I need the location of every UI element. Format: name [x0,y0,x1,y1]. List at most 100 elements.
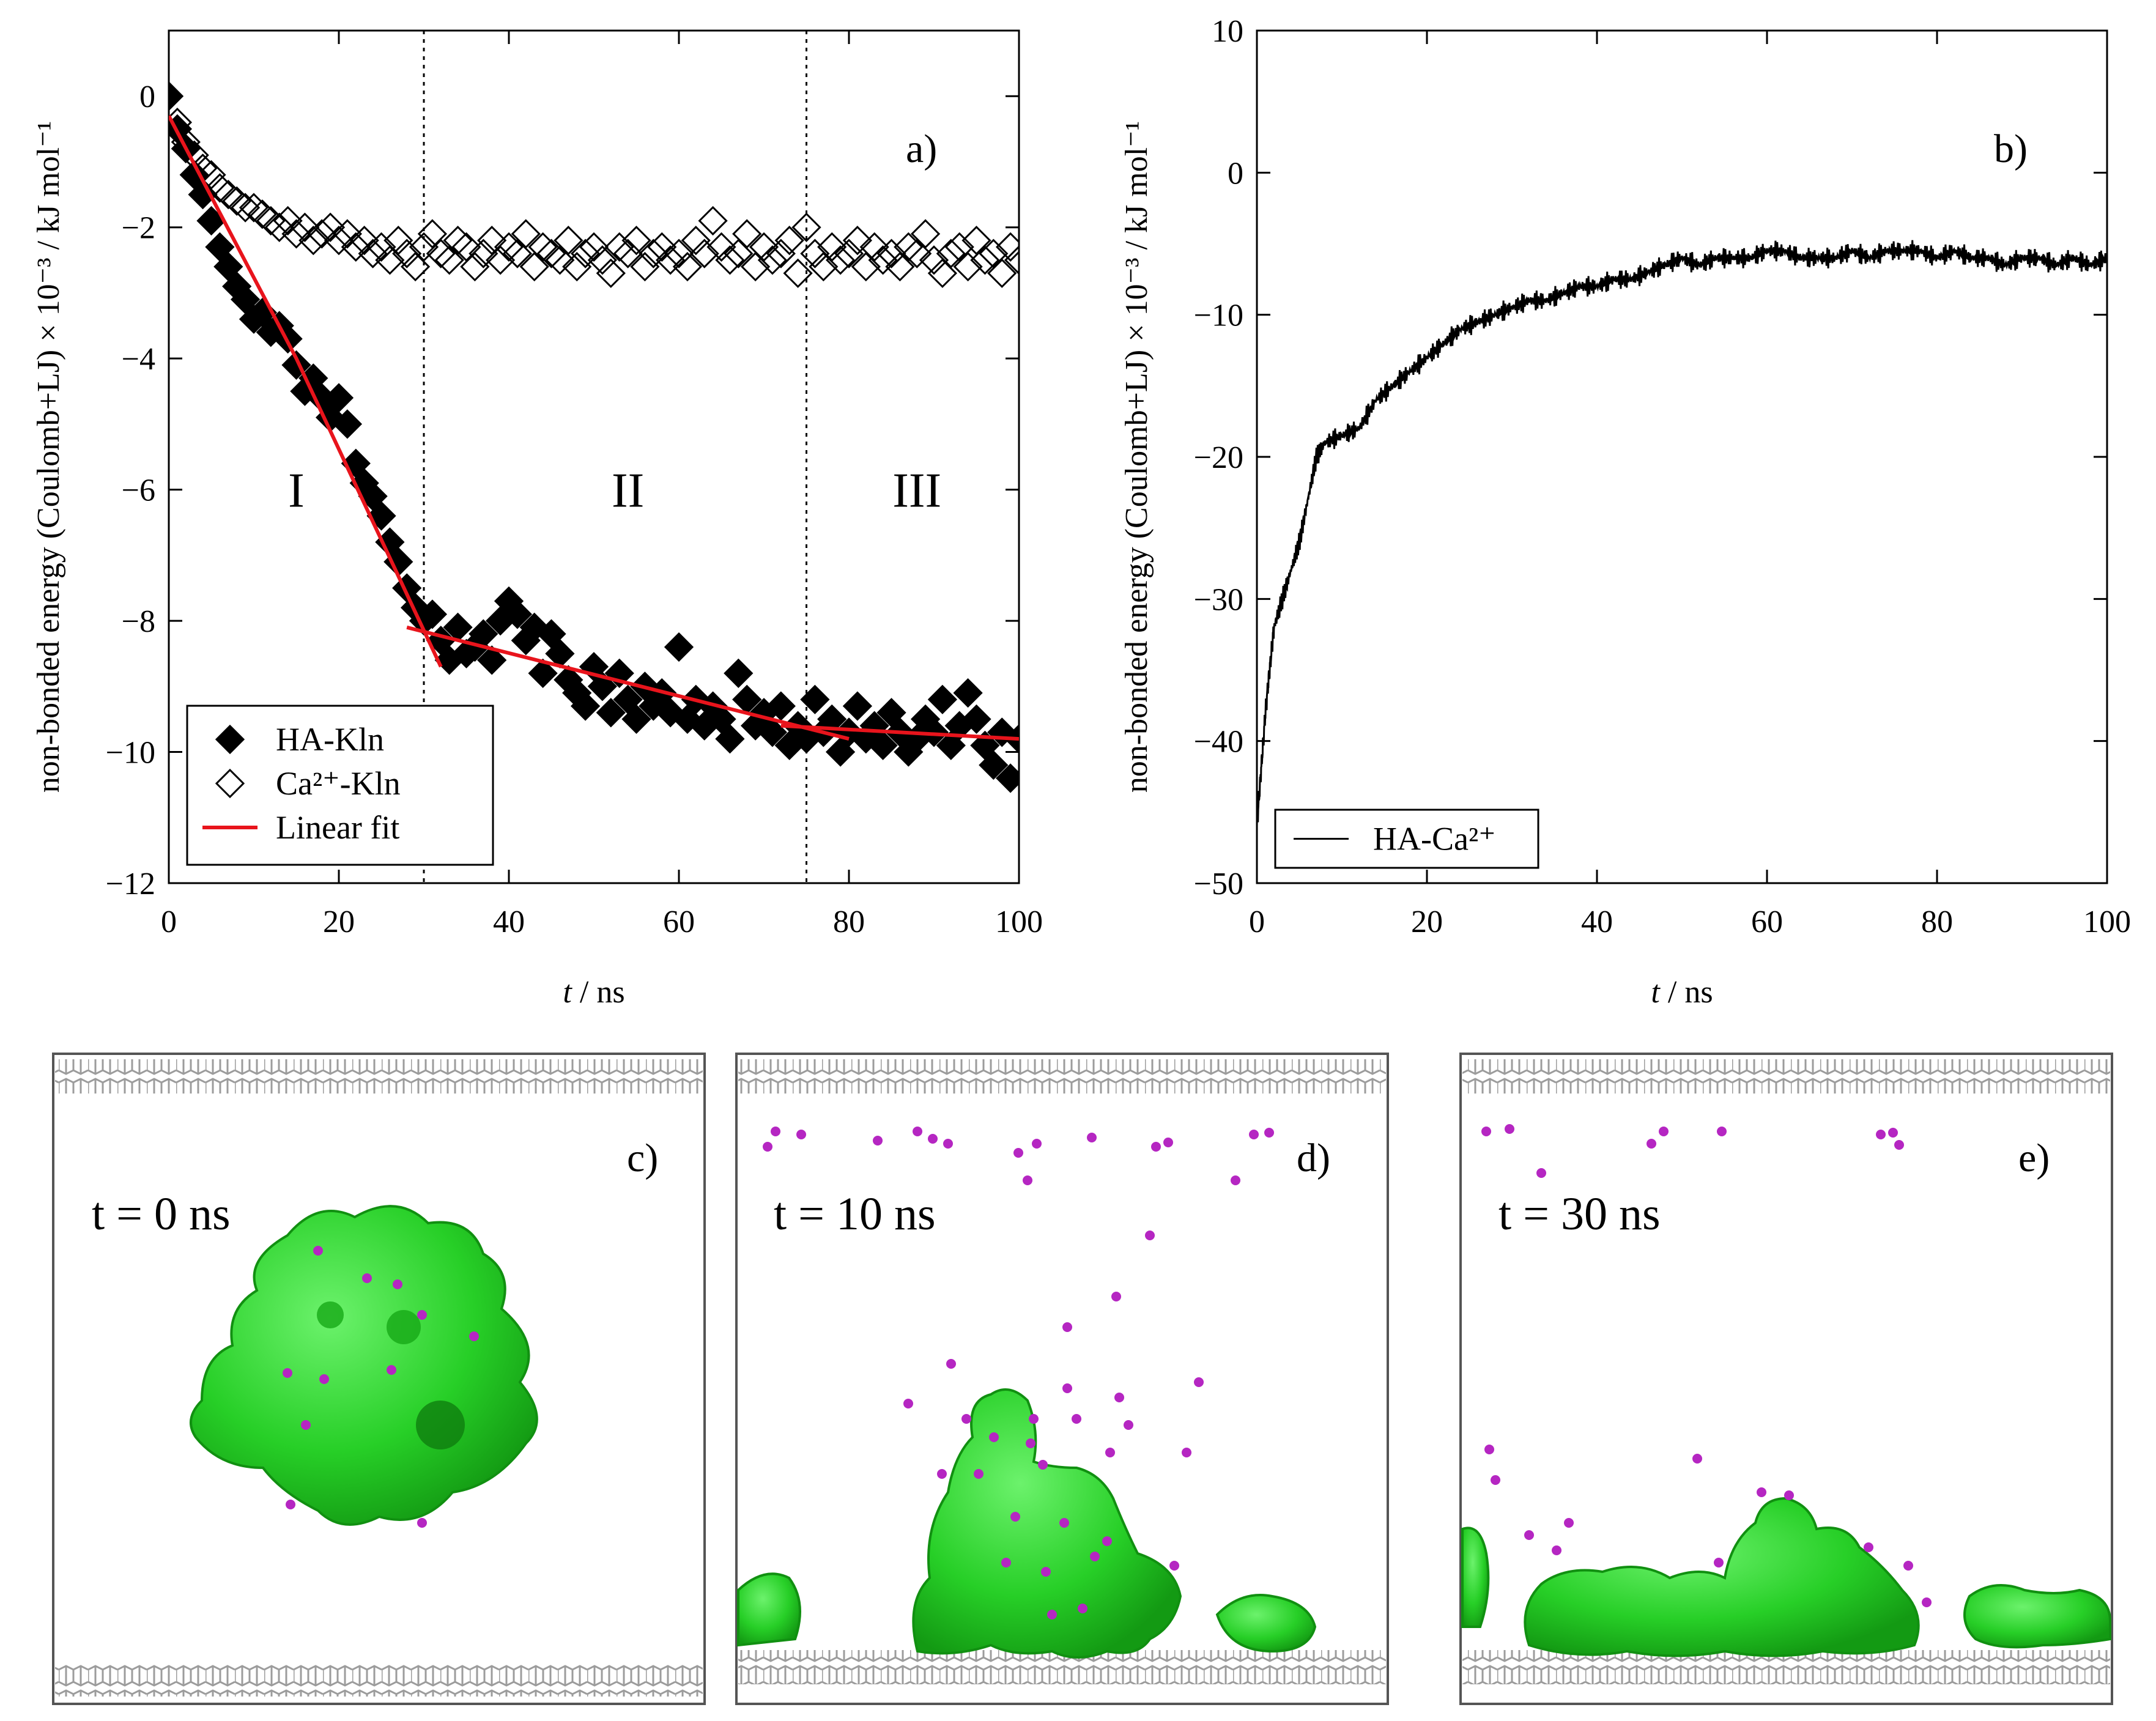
y-tick-label: −12 [106,867,155,901]
x-tick-label: 60 [1751,905,1783,939]
data-point [477,645,507,675]
legend: HA-Kln Ca²⁺-Kln Linear fit [186,705,494,866]
data-point [740,251,771,282]
data-point [757,245,788,275]
data-point [579,232,609,262]
panel-label: b) [1994,127,2028,171]
data-point [222,186,252,216]
data-point [239,193,269,223]
legend-label: Linear fit [276,809,399,846]
y-tick-label: 0 [1228,156,1243,191]
x-tick-label: 20 [1411,905,1443,939]
data-point [281,219,311,249]
data-point [562,251,592,282]
data-point [485,245,516,275]
data-point [800,239,830,268]
data-point [987,717,1017,747]
linear-fit-segment [169,115,443,668]
data-point [392,239,422,268]
data-point [766,239,796,268]
data-point [528,232,558,262]
data-point [817,232,847,262]
data-point [426,239,456,268]
hydroxyapatite-fragment-left [1461,1527,1490,1628]
kaolinite-layer-top [1462,1059,2110,1094]
plot-area: I II III [169,31,1019,883]
data-point [783,258,813,288]
data-point [859,232,889,262]
data-point [715,724,745,754]
data-point [349,226,379,256]
legend: HA-Ca²⁺ [1274,809,1539,869]
plot-frame [168,29,1020,884]
kaolinite-layer-top [55,1059,703,1094]
x-tick-label: 20 [323,905,355,939]
data-point [298,226,328,256]
data-point [315,212,346,242]
data-point [621,704,651,735]
data-point [1004,245,1019,275]
x-tick-label: 100 [2083,905,2131,939]
data-point [987,258,1017,288]
data-point [749,232,779,262]
data-point [383,226,413,256]
data-point [196,160,226,190]
hydroxyapatite-fragment-left [737,1572,801,1647]
panel-label-c: c) [627,1136,658,1180]
x-tick-label: 100 [995,905,1043,939]
legend-label: Ca²⁺-Kln [276,765,401,802]
snapshot-panel-c: c) t = 0 ns [52,1053,706,1705]
y-tick-label: −10 [106,736,155,771]
y-tick-label: 10 [1212,14,1243,49]
data-point [774,226,804,256]
data-point [324,383,354,413]
data-point [961,704,991,735]
data-point [724,658,754,688]
region-label: III [892,464,941,518]
y-tick-label: −20 [1194,440,1243,475]
data-point [681,226,711,256]
linear-fit-segment [406,625,850,741]
data-point [647,232,677,262]
panel-label-d: d) [1297,1136,1330,1180]
data-point [570,239,601,268]
y-tick-label: −30 [1194,582,1243,617]
data-point [290,212,320,242]
data-point [604,232,634,262]
data-point [834,239,864,268]
data-point [936,239,966,268]
data-point [511,219,541,249]
data-point [596,698,626,728]
x-tick-label: 40 [1581,905,1613,939]
data-point [443,226,473,256]
data-point [664,239,694,268]
data-point [817,704,847,735]
data-point [953,251,983,282]
data-point [621,226,651,256]
kaolinite-layer-top [738,1059,1386,1094]
data-point [809,251,839,282]
y-tick-label: −2 [122,211,155,246]
data-point [205,173,235,203]
series-ca-kln [169,81,1019,288]
y-tick-label: −6 [122,473,155,508]
hydroxyapatite-layer [1524,1497,1920,1657]
data-point [554,226,583,256]
data-point [587,245,618,275]
y-tick-label: 0 [139,80,155,114]
plot-frame [1256,29,2108,884]
data-point [358,239,388,268]
kaolinite-layer-bottom [55,1662,703,1697]
y-tick-label: −8 [122,604,155,639]
plot-area [1257,240,2107,827]
data-point [332,409,363,439]
data-point [732,219,762,249]
data-point [281,350,311,380]
data-point [876,239,906,268]
data-point [502,239,533,268]
data-point [213,179,243,210]
data-point [247,199,278,229]
data-point [171,127,201,157]
data-point [689,239,719,268]
